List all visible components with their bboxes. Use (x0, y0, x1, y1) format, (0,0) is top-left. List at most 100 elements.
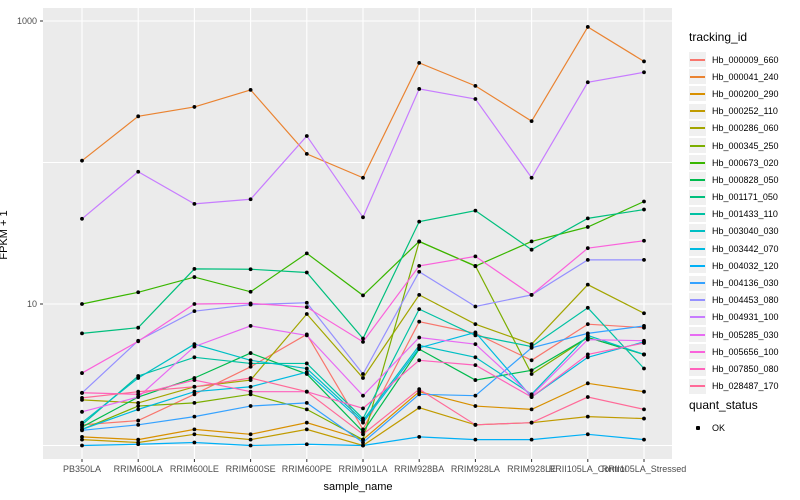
data-point (248, 384, 253, 389)
series-color-line-icon (690, 316, 705, 319)
data-point (192, 427, 197, 432)
data-point (642, 257, 646, 262)
data-point (80, 435, 84, 439)
data-point (304, 361, 309, 366)
data-point (585, 355, 590, 360)
data-point (417, 435, 422, 439)
data-point (304, 389, 309, 394)
legend-item-label: Hb_007850_080 (712, 363, 779, 374)
legend-item: Hb_004931_100 (689, 309, 779, 326)
data-point (529, 239, 534, 244)
data-point (529, 372, 534, 376)
data-point (642, 416, 646, 421)
legend-item: Hb_003040_030 (689, 223, 779, 240)
legend-quant-status: quant_status OK (689, 398, 758, 436)
data-point (361, 293, 365, 298)
data-point (417, 345, 422, 350)
data-point (642, 341, 646, 345)
series-color-line-icon (690, 178, 705, 181)
data-point (304, 366, 309, 371)
data-point (417, 319, 422, 324)
legend-item-label: Hb_000345_250 (712, 140, 779, 151)
data-point (585, 246, 590, 251)
legend-item: Hb_000673_020 (689, 154, 779, 171)
data-point (192, 105, 197, 109)
series-color-line-icon (690, 144, 705, 147)
data-point (248, 392, 253, 397)
series-color-line-icon (690, 213, 705, 216)
legend-item: Hb_001433_110 (689, 206, 779, 223)
series-color-line-icon (690, 333, 705, 336)
data-point (80, 420, 84, 425)
data-point (80, 302, 84, 306)
series-color-line-icon (690, 75, 705, 78)
data-point (361, 393, 365, 398)
data-point (248, 197, 253, 202)
data-point (361, 175, 365, 180)
data-point (136, 392, 141, 397)
series-color-line-icon (690, 247, 705, 250)
data-point (529, 420, 534, 425)
data-point (585, 331, 590, 336)
data-point (585, 414, 590, 419)
data-point (642, 407, 646, 412)
legend-key-swatch (689, 361, 706, 377)
data-point (136, 401, 141, 405)
series-color-line-icon (690, 367, 705, 370)
data-point (248, 324, 253, 328)
x-tick-label: RRIM600PE (282, 464, 332, 474)
data-point (642, 238, 646, 243)
y-tick-label: 10 (27, 299, 37, 309)
data-point (136, 404, 141, 408)
data-point (192, 302, 197, 306)
data-point (248, 267, 253, 272)
data-point (529, 358, 534, 363)
legend-item: Hb_000252_110 (689, 103, 779, 120)
data-point (585, 257, 590, 262)
data-point (529, 368, 534, 373)
legend-key-swatch (689, 206, 706, 222)
data-point (192, 401, 197, 405)
legend-key-swatch (689, 309, 706, 325)
data-point (304, 333, 309, 338)
data-point (473, 97, 478, 101)
point-icon (695, 425, 700, 430)
data-point (473, 254, 478, 259)
data-point (192, 267, 197, 271)
data-point (585, 395, 590, 399)
data-point (642, 207, 646, 212)
data-point (136, 407, 141, 412)
x-tick-label: RRIM600SE (226, 464, 276, 474)
legend-key-swatch (689, 120, 706, 136)
legend-item-label: Hb_004931_100 (712, 312, 779, 323)
data-point (80, 395, 84, 400)
x-tick-label: RRIM600LE (170, 464, 219, 474)
data-point (304, 305, 309, 310)
data-point (248, 301, 253, 306)
series-color-line-icon (690, 110, 705, 113)
series-color-line-icon (690, 58, 705, 61)
data-point (304, 370, 309, 375)
data-point (585, 225, 590, 229)
legend-key-swatch (689, 241, 706, 257)
data-point (642, 352, 646, 357)
x-tick-label: RRII105LA_Stressed (602, 464, 687, 474)
legend-item: Hb_000200_290 (689, 85, 779, 102)
data-point (248, 376, 253, 380)
series-color-line-icon (690, 282, 705, 285)
data-point (304, 270, 309, 275)
data-point (417, 387, 422, 392)
x-tick-label: RRII105LA_Control (549, 464, 627, 474)
data-point (642, 59, 646, 64)
legend-key-swatch (689, 327, 706, 343)
data-point (642, 311, 646, 316)
legend-key-swatch (689, 172, 706, 188)
x-tick-label: RRIM901LA (338, 464, 387, 474)
series-color-line-icon (690, 92, 705, 95)
data-point (304, 407, 309, 412)
data-point (417, 405, 422, 410)
data-point (80, 390, 84, 395)
series-color-line-icon (690, 264, 705, 267)
data-point (80, 216, 84, 221)
